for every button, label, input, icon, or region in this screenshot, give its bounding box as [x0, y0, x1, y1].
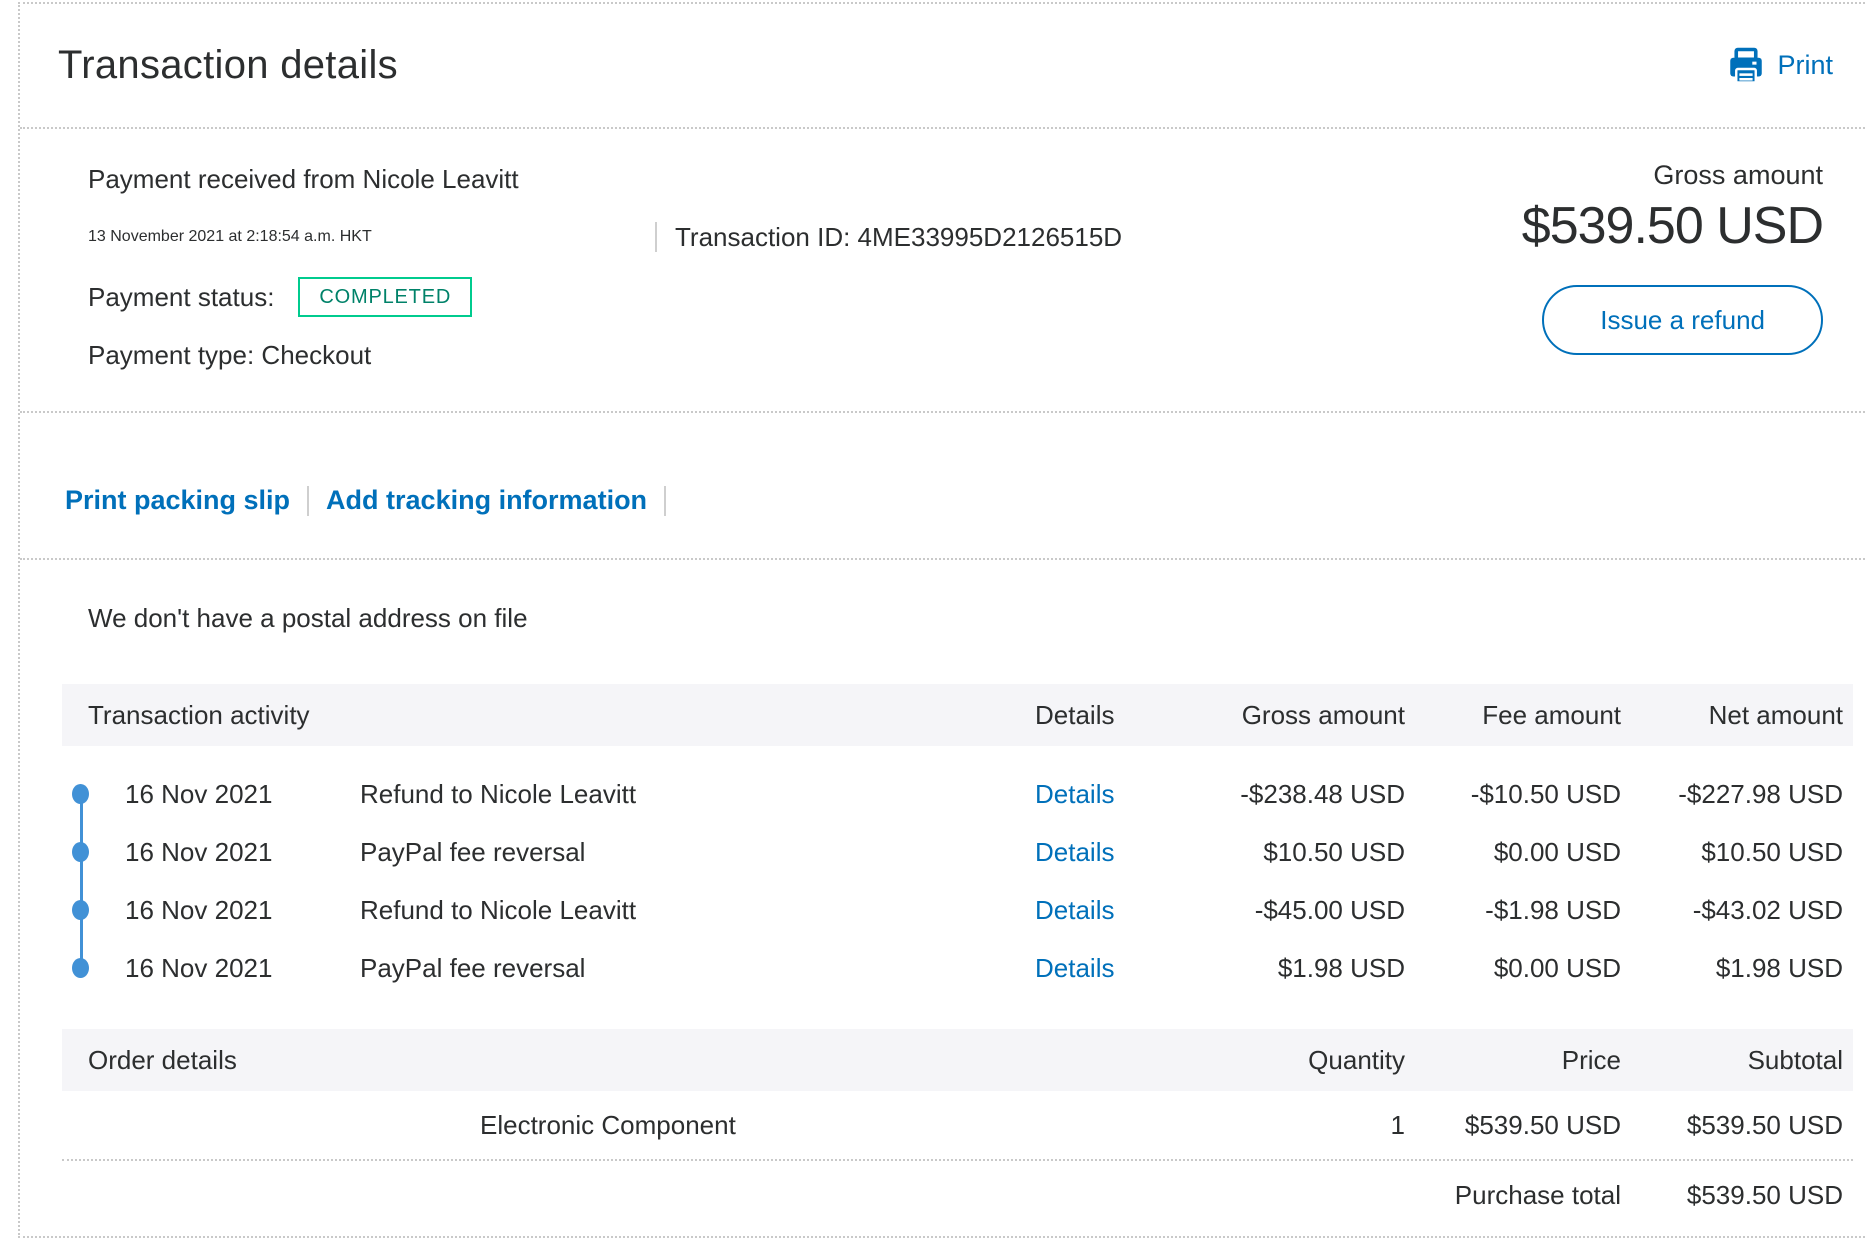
- row-gross: $1.98 USD: [1277, 952, 1405, 983]
- order-title: Order details: [88, 1044, 237, 1075]
- payment-received-from: Payment received from Nicole Leavitt: [88, 164, 519, 194]
- postal-address-note: We don't have a postal address on file: [88, 603, 528, 633]
- column-header-price: Price: [1561, 1044, 1621, 1075]
- transaction-details-card: Transaction details Print Payment receiv…: [18, 2, 1865, 1238]
- row-date: 16 Nov 2021: [125, 778, 273, 809]
- vertical-divider: [655, 222, 657, 252]
- details-link[interactable]: Details: [1035, 778, 1115, 809]
- row-fee: $0.00 USD: [1493, 952, 1621, 983]
- table-row: 16 Nov 2021 PayPal fee reversal Details …: [62, 939, 1853, 997]
- gross-amount-label: Gross amount: [1653, 160, 1823, 190]
- purchase-total-label: Purchase total: [1454, 1179, 1621, 1210]
- payment-status-label: Payment status:: [88, 282, 275, 312]
- payment-type: Payment type: Checkout: [88, 340, 372, 370]
- timeline-cell: [62, 881, 102, 939]
- row-gross: -$238.48 USD: [1240, 778, 1405, 809]
- print-packing-slip-link[interactable]: Print packing slip: [65, 485, 291, 515]
- row-net: -$43.02 USD: [1692, 894, 1843, 925]
- column-header-fee: Fee amount: [1482, 699, 1621, 730]
- table-row: 16 Nov 2021 PayPal fee reversal Details …: [62, 823, 1853, 881]
- timeline-cell: [62, 823, 102, 881]
- date-and-id-row: 13 November 2021 at 2:18:54 a.m. HKT Tra…: [88, 221, 1823, 253]
- details-link[interactable]: Details: [1035, 952, 1115, 983]
- quick-links-row: Print packing slip Add tracking informat…: [20, 413, 1865, 560]
- row-description: PayPal fee reversal: [360, 836, 586, 867]
- payment-summary: Payment received from Nicole Leavitt 13 …: [20, 129, 1865, 413]
- printer-icon: [1728, 47, 1764, 85]
- purchase-total-row: Purchase total $539.50 USD: [62, 1161, 1853, 1229]
- gross-amount-block: Gross amount $539.50 USD Issue a refund: [1521, 159, 1824, 355]
- purchase-total-value: $539.50 USD: [1686, 1179, 1843, 1210]
- timeline-cell: [62, 939, 102, 997]
- activity-header-row: Transaction activity Details Gross amoun…: [62, 684, 1853, 746]
- print-label: Print: [1777, 50, 1833, 80]
- column-header-gross: Gross amount: [1241, 699, 1405, 730]
- activity-rows: 16 Nov 2021 Refund to Nicole Leavitt Det…: [62, 746, 1853, 997]
- column-header-net: Net amount: [1708, 699, 1843, 730]
- details-link[interactable]: Details: [1035, 894, 1115, 925]
- row-date: 16 Nov 2021: [125, 952, 273, 983]
- timeline-dot-icon: [72, 958, 89, 978]
- row-net: -$227.98 USD: [1678, 778, 1843, 809]
- payment-datetime: 13 November 2021 at 2:18:54 a.m. HKT: [88, 228, 372, 245]
- timeline-line: [80, 794, 83, 968]
- item-name: Electronic Component: [480, 1109, 736, 1140]
- issue-refund-button[interactable]: Issue a refund: [1542, 285, 1823, 355]
- details-link[interactable]: Details: [1035, 836, 1115, 867]
- row-description: PayPal fee reversal: [360, 952, 586, 983]
- row-fee: $0.00 USD: [1493, 836, 1621, 867]
- item-price: $539.50 USD: [1464, 1109, 1621, 1140]
- order-details-table: Order details Quantity Price Subtotal El…: [62, 1029, 1853, 1229]
- timeline-cell: [62, 765, 102, 823]
- row-fee: -$1.98 USD: [1485, 894, 1621, 925]
- row-fee: -$10.50 USD: [1470, 778, 1621, 809]
- gross-amount-value: $539.50 USD: [1521, 197, 1824, 255]
- item-subtotal: $539.50 USD: [1686, 1109, 1843, 1140]
- column-header-details: Details: [1035, 699, 1115, 730]
- row-description: Refund to Nicole Leavitt: [360, 894, 637, 925]
- page-title: Transaction details: [58, 43, 398, 87]
- table-row: 16 Nov 2021 Refund to Nicole Leavitt Det…: [62, 765, 1853, 823]
- transaction-activity-table: Transaction activity Details Gross amoun…: [62, 684, 1853, 997]
- row-net: $10.50 USD: [1701, 836, 1843, 867]
- row-description: Refund to Nicole Leavitt: [360, 778, 637, 809]
- activity-title: Transaction activity: [88, 699, 310, 730]
- print-button[interactable]: Print: [1728, 47, 1833, 85]
- status-badge: COMPLETED: [298, 277, 473, 317]
- row-gross: $10.50 USD: [1263, 836, 1405, 867]
- order-item-row: Electronic Component 1 $539.50 USD $539.…: [62, 1091, 1853, 1161]
- table-row: 16 Nov 2021 Refund to Nicole Leavitt Det…: [62, 881, 1853, 939]
- payment-status-row: Payment status: COMPLETED: [88, 277, 1823, 317]
- item-quantity: 1: [1390, 1109, 1405, 1140]
- link-divider: [664, 485, 667, 516]
- timeline-dot-icon: [72, 784, 89, 804]
- add-tracking-link[interactable]: Add tracking information: [326, 485, 648, 515]
- timeline-dot-icon: [72, 900, 89, 920]
- row-date: 16 Nov 2021: [125, 894, 273, 925]
- row-gross: -$45.00 USD: [1254, 894, 1405, 925]
- column-header-subtotal: Subtotal: [1747, 1044, 1843, 1075]
- card-header: Transaction details Print: [20, 4, 1865, 129]
- row-date: 16 Nov 2021: [125, 836, 273, 867]
- column-header-quantity: Quantity: [1308, 1044, 1405, 1075]
- timeline-dot-icon: [72, 842, 89, 862]
- order-header-row: Order details Quantity Price Subtotal: [62, 1029, 1853, 1091]
- transaction-id: Transaction ID: 4ME33995D2126515D: [675, 222, 1123, 252]
- row-net: $1.98 USD: [1715, 952, 1843, 983]
- link-divider: [307, 485, 310, 516]
